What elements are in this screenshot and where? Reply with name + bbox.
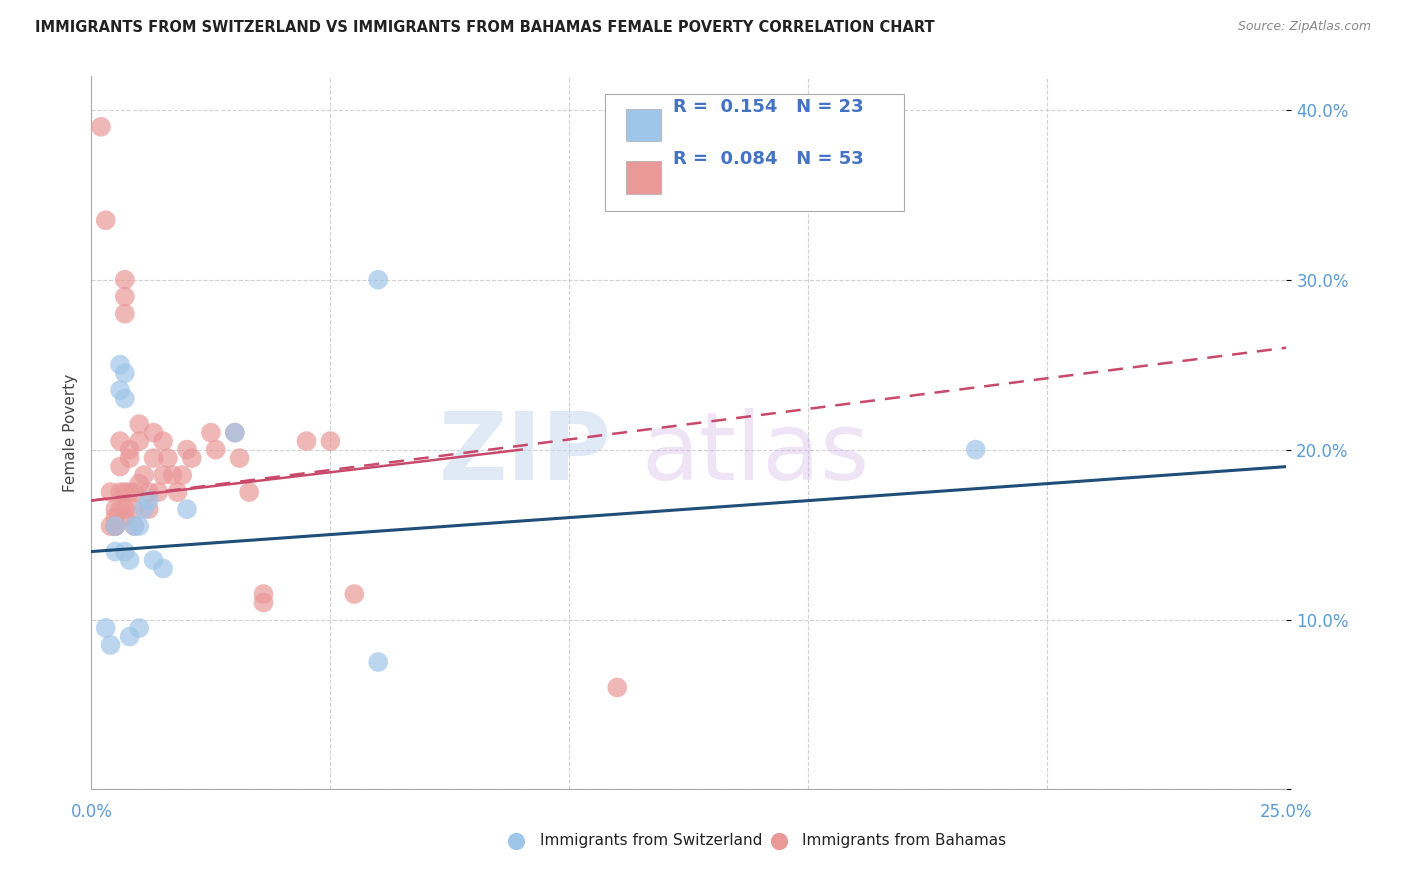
Point: [252, 595, 274, 609]
Point: [94, 213, 117, 227]
Point: [142, 553, 165, 567]
Point: [148, 485, 170, 500]
Y-axis label: Female Poverty: Female Poverty: [62, 374, 77, 491]
Point: [108, 459, 131, 474]
Point: [104, 519, 127, 533]
Point: [118, 553, 141, 567]
Point: [180, 451, 202, 466]
Point: [108, 434, 131, 449]
Point: [118, 485, 141, 500]
FancyBboxPatch shape: [626, 110, 661, 142]
Point: [114, 485, 136, 500]
Point: [204, 442, 226, 457]
Point: [118, 442, 141, 457]
Point: [100, 519, 122, 533]
Point: [114, 502, 136, 516]
Point: [224, 425, 246, 440]
Point: [224, 425, 246, 440]
Point: [114, 366, 136, 380]
Text: Immigrants from Bahamas: Immigrants from Bahamas: [803, 833, 1007, 848]
Text: Immigrants from Switzerland: Immigrants from Switzerland: [540, 833, 762, 848]
Point: [118, 630, 141, 644]
Point: [152, 468, 174, 483]
Point: [124, 502, 146, 516]
Point: [108, 358, 131, 372]
Point: [114, 544, 136, 558]
Point: [152, 561, 174, 575]
Text: ZIP: ZIP: [439, 408, 612, 500]
Point: [124, 485, 146, 500]
Point: [104, 502, 127, 516]
FancyBboxPatch shape: [605, 94, 904, 211]
Point: [104, 519, 127, 533]
Point: [238, 485, 260, 500]
Point: [100, 485, 122, 500]
Point: [108, 485, 131, 500]
FancyBboxPatch shape: [626, 161, 661, 194]
Point: [166, 485, 188, 500]
Point: [138, 493, 160, 508]
Point: [124, 519, 146, 533]
Point: [343, 587, 366, 601]
Point: [114, 392, 136, 406]
Point: [295, 434, 318, 449]
Point: [132, 468, 155, 483]
Point: [176, 442, 198, 457]
Text: IMMIGRANTS FROM SWITZERLAND VS IMMIGRANTS FROM BAHAMAS FEMALE POVERTY CORRELATIO: IMMIGRANTS FROM SWITZERLAND VS IMMIGRANT…: [35, 20, 935, 35]
Point: [252, 587, 274, 601]
Point: [114, 273, 136, 287]
Point: [138, 485, 160, 500]
Point: [176, 502, 198, 516]
Point: [114, 307, 136, 321]
Point: [128, 417, 150, 431]
Point: [367, 655, 389, 669]
Point: [104, 544, 127, 558]
Point: [108, 383, 131, 397]
Text: atlas: atlas: [641, 408, 869, 500]
Point: [114, 510, 136, 524]
Point: [118, 451, 141, 466]
Point: [200, 425, 222, 440]
Point: [142, 451, 165, 466]
Point: [124, 519, 146, 533]
Point: [104, 510, 127, 524]
Point: [319, 434, 342, 449]
Point: [606, 681, 628, 695]
Point: [128, 621, 150, 635]
Point: [152, 434, 174, 449]
Point: [128, 434, 150, 449]
Point: [90, 120, 112, 134]
Text: R =  0.154   N = 23: R = 0.154 N = 23: [673, 97, 865, 115]
Point: [172, 468, 194, 483]
Point: [132, 502, 155, 516]
Text: Source: ZipAtlas.com: Source: ZipAtlas.com: [1237, 20, 1371, 33]
Point: [156, 451, 179, 466]
Point: [128, 519, 150, 533]
Point: [94, 621, 117, 635]
Point: [114, 290, 136, 304]
Point: [108, 502, 131, 516]
Point: [100, 638, 122, 652]
Point: [162, 468, 184, 483]
Point: [228, 451, 250, 466]
Point: [142, 425, 165, 440]
Point: [367, 273, 389, 287]
Point: [128, 476, 150, 491]
Point: [138, 502, 160, 516]
Point: [104, 519, 127, 533]
Point: [965, 442, 987, 457]
Point: [104, 519, 127, 533]
Text: R =  0.084   N = 53: R = 0.084 N = 53: [673, 150, 865, 168]
